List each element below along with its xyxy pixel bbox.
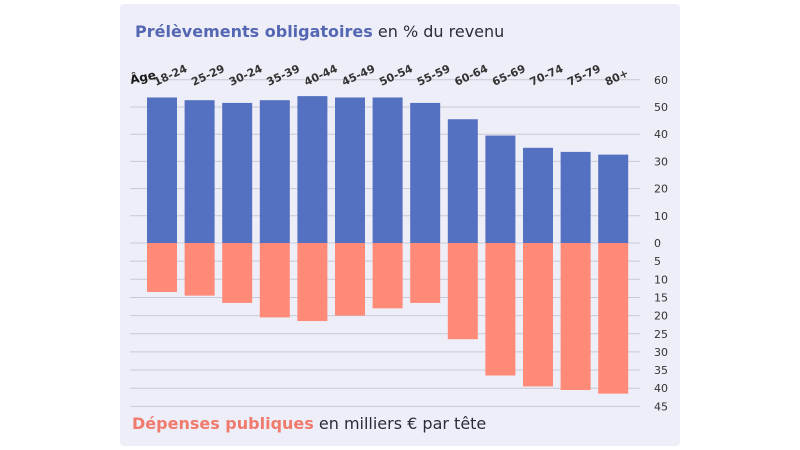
bar-prelevements-80+ — [598, 154, 629, 243]
top-title-highlight: Prélèvements obligatoires — [135, 22, 373, 41]
y-tick-top: 0 — [654, 237, 661, 250]
bar-depenses-55-59 — [410, 243, 441, 303]
top-title-rest: en % du revenu — [372, 22, 505, 41]
age-axis-label: Âge — [129, 67, 158, 87]
y-tick-bottom: 5 — [654, 255, 661, 268]
bar-depenses-65-69 — [485, 243, 516, 376]
top-chart-title: Prélèvements obligatoires en % du revenu — [135, 22, 504, 41]
bar-depenses-75-79 — [560, 243, 591, 391]
bars — [147, 96, 629, 394]
bar-prelevements-25-29 — [184, 100, 215, 243]
x-category-labels: 18-24 25-29 30-24 35-39 40-44 45-49 50-54 55-59… — [152, 62, 631, 89]
bar-prelevements-30-24 — [222, 102, 253, 243]
category-label-70-74: 70-74 — [528, 62, 566, 89]
y-tick-top: 30 — [654, 155, 668, 168]
bar-depenses-45-49 — [335, 243, 365, 316]
bar-prelevements-18-24 — [147, 97, 177, 243]
y-tick-labels: 60 50 40 30 20 10 0 5 10 15 20 25 30 35 40 45 — [654, 74, 668, 414]
bar-prelevements-75-79 — [560, 151, 591, 243]
y-tick-top: 60 — [654, 74, 668, 87]
category-label-30-24: 30-24 — [227, 62, 265, 89]
y-tick-bottom: 40 — [654, 382, 668, 395]
bar-depenses-35-39 — [259, 243, 290, 318]
category-label-65-69: 65-69 — [490, 62, 527, 89]
y-tick-bottom: 35 — [654, 364, 668, 377]
bar-depenses-50-54 — [372, 243, 403, 309]
y-tick-top: 10 — [654, 210, 668, 223]
bar-prelevements-65-69 — [485, 135, 516, 243]
y-tick-bottom: 30 — [654, 346, 668, 359]
category-label-25-29: 25-29 — [189, 62, 226, 89]
category-label-45-49: 45-49 — [340, 62, 377, 89]
category-label-40-44: 40-44 — [302, 62, 340, 89]
bar-depenses-70-74 — [523, 243, 553, 387]
bar-depenses-30-24 — [222, 243, 253, 303]
bottom-title-rest: en milliers € par tête — [313, 414, 487, 433]
y-tick-bottom: 45 — [654, 400, 668, 413]
y-tick-bottom: 10 — [654, 273, 668, 286]
y-tick-bottom: 25 — [654, 328, 668, 341]
category-label-50-54: 50-54 — [377, 62, 415, 89]
bar-depenses-18-24 — [147, 243, 177, 293]
category-label-80+: 80+ — [603, 67, 631, 89]
bar-prelevements-60-64 — [447, 119, 478, 243]
bar-prelevements-35-39 — [259, 100, 290, 243]
category-label-75-79: 75-79 — [565, 62, 602, 89]
bar-depenses-25-29 — [184, 243, 215, 296]
bottom-chart-title: Dépenses publiques en milliers € par têt… — [132, 414, 486, 433]
category-label-18-24: 18-24 — [152, 62, 190, 89]
category-label-55-59: 55-59 — [415, 62, 452, 89]
bar-prelevements-55-59 — [410, 102, 441, 243]
y-tick-top: 50 — [654, 101, 668, 114]
y-tick-bottom: 20 — [654, 310, 668, 323]
y-tick-top: 20 — [654, 183, 668, 196]
y-tick-bottom: 15 — [654, 291, 668, 304]
category-label-35-39: 35-39 — [265, 62, 302, 89]
bar-prelevements-40-44 — [297, 96, 328, 244]
bar-prelevements-70-74 — [523, 147, 553, 243]
bottom-title-highlight: Dépenses publiques — [132, 414, 314, 433]
bar-depenses-80+ — [598, 243, 629, 394]
bar-depenses-40-44 — [297, 243, 328, 322]
bar-depenses-60-64 — [447, 243, 478, 340]
y-tick-top: 40 — [654, 128, 668, 141]
category-label-60-64: 60-64 — [453, 62, 491, 89]
bar-prelevements-50-54 — [372, 97, 403, 243]
bar-prelevements-45-49 — [335, 97, 365, 243]
